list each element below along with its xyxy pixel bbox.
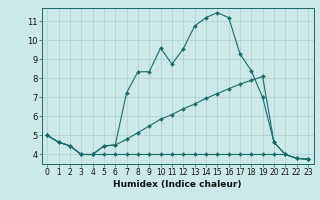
X-axis label: Humidex (Indice chaleur): Humidex (Indice chaleur) <box>113 180 242 189</box>
